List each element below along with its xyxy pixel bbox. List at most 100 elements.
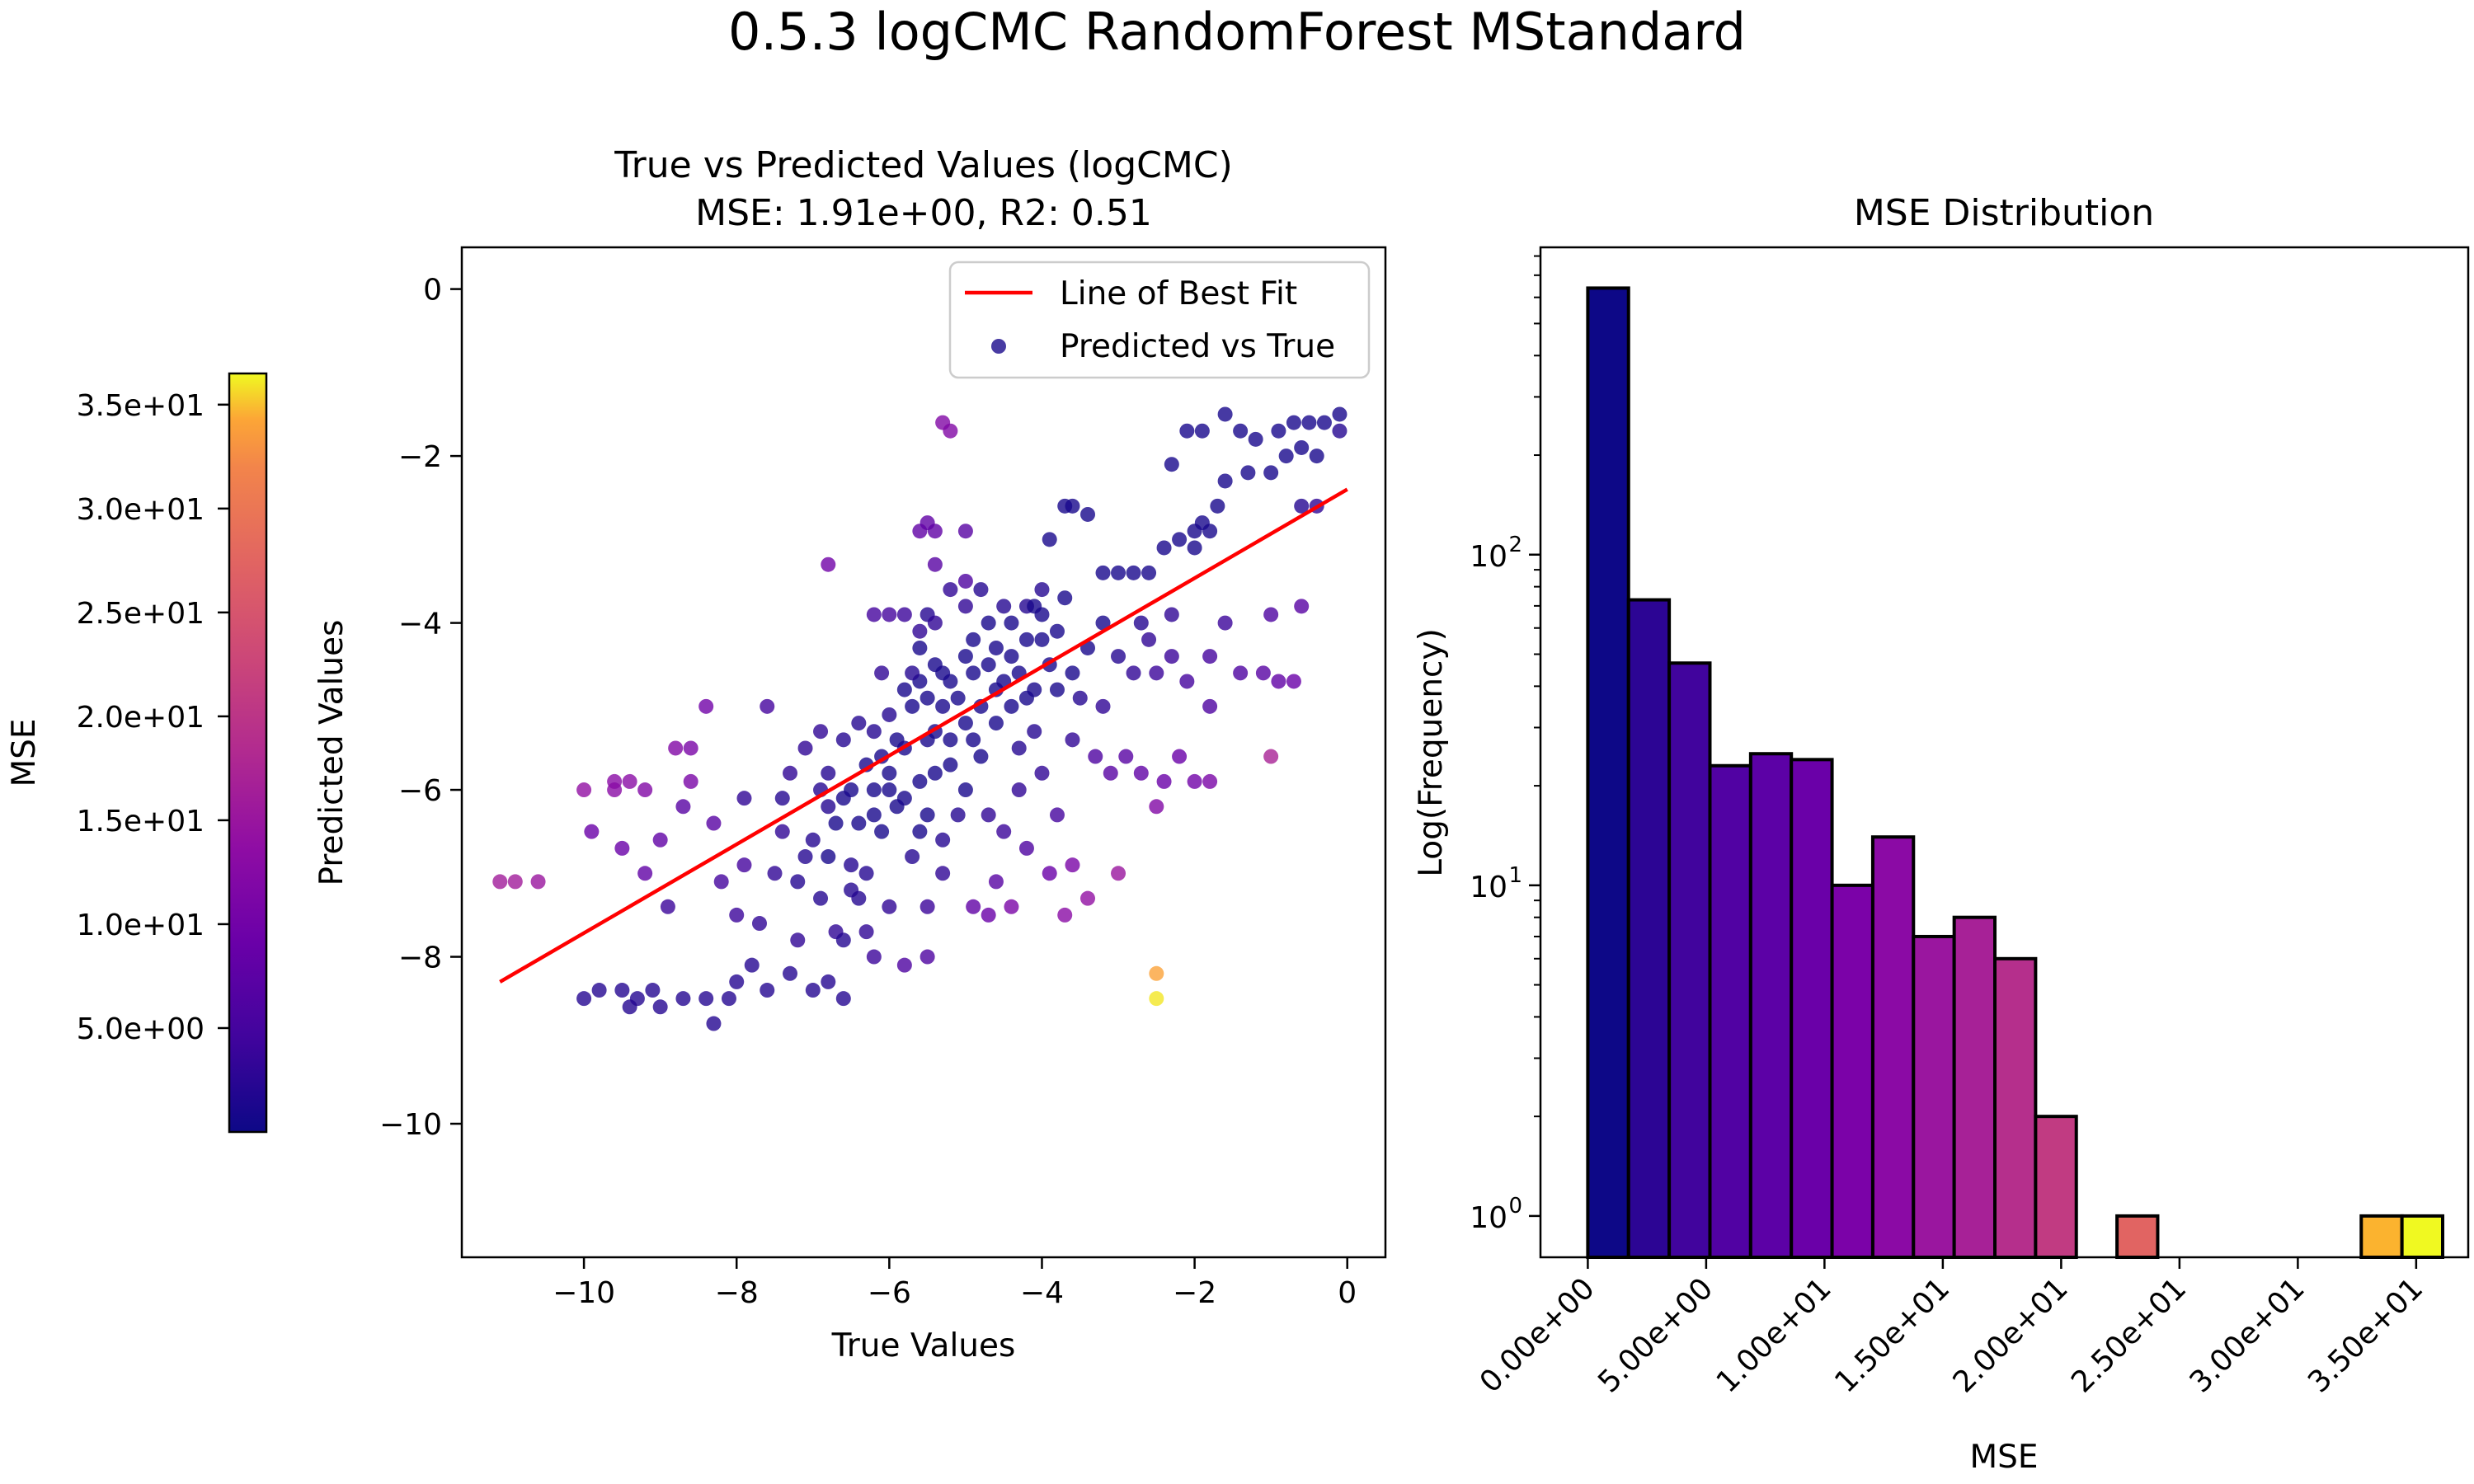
scatter-point — [1065, 665, 1080, 681]
scatter-point — [1187, 773, 1202, 789]
scatter-point — [675, 991, 691, 1007]
scatter-point — [1072, 690, 1088, 706]
scatter-point — [821, 765, 836, 781]
scatter-point — [920, 690, 935, 706]
scatter-point — [943, 757, 958, 773]
scatter-point — [866, 949, 882, 965]
scatter-point — [1263, 465, 1279, 481]
scatter-point — [882, 782, 897, 798]
scatter-point — [920, 949, 935, 965]
scatter-point — [1286, 674, 1301, 689]
colorbar-gradient — [228, 372, 268, 1134]
scatter-plot: True vs Predicted Values (logCMC) MSE: 1… — [313, 144, 1387, 1364]
scatter-point — [622, 999, 637, 1015]
scatter-point — [760, 983, 775, 998]
scatter-point — [935, 866, 951, 881]
histogram-bar — [1993, 956, 2038, 1259]
histogram-bar — [1586, 286, 1630, 1259]
scatter-point — [950, 690, 966, 706]
scatter-point — [1202, 698, 1218, 714]
scatter-point — [1278, 448, 1294, 464]
scatter-point — [905, 665, 920, 681]
scatter-point — [927, 524, 943, 539]
scatter-point — [835, 991, 851, 1007]
scatter-point — [912, 824, 928, 839]
scatter-point — [1194, 423, 1210, 439]
scatter-point — [1156, 773, 1172, 789]
scatter-point — [706, 815, 722, 831]
scatter-point — [1004, 649, 1019, 665]
scatter-point — [866, 607, 882, 622]
scatter-point — [652, 999, 668, 1015]
scatter-point — [866, 782, 882, 798]
scatter-point — [1294, 439, 1310, 455]
histogram-bar — [2400, 1214, 2445, 1259]
scatter-point — [1248, 431, 1263, 447]
scatter-point — [1049, 623, 1065, 639]
y-tick-label: −6 — [398, 774, 442, 808]
histogram-bar — [2034, 1115, 2078, 1260]
scatter-point — [797, 849, 813, 865]
scatter-point — [988, 874, 1004, 890]
scatter-point — [1065, 498, 1080, 514]
scatter-point — [1049, 807, 1065, 823]
scatter-point — [530, 874, 546, 890]
hist-x-tick-label: 3.00e+01 — [2184, 1271, 2312, 1399]
scatter-point — [835, 732, 851, 748]
scatter-point — [1034, 582, 1050, 598]
scatter-point — [668, 740, 684, 756]
histogram-ylabel: Log(Frequency) — [1413, 628, 1450, 877]
scatter-point — [813, 724, 829, 740]
scatter-point — [874, 665, 890, 681]
scatter-point — [943, 582, 958, 598]
scatter-point — [713, 874, 729, 890]
best-fit-line — [499, 487, 1348, 984]
scatter-point — [1164, 649, 1179, 665]
scatter-point — [935, 698, 951, 714]
scatter-point — [1011, 740, 1027, 756]
scatter-point — [1202, 524, 1218, 539]
scatter-point — [1217, 615, 1233, 631]
scatter-point — [821, 556, 836, 572]
scatter-point — [1004, 615, 1019, 631]
hist-y-tick-label: 10 — [1470, 871, 1507, 904]
hist-x-tick-label: 3.50e+01 — [2302, 1271, 2429, 1399]
scatter-point — [866, 807, 882, 823]
x-tick-label: −10 — [553, 1276, 615, 1310]
scatter-point — [783, 965, 798, 981]
scatter-point — [1027, 724, 1042, 740]
scatter-point — [920, 899, 935, 914]
scatter-point — [957, 524, 973, 539]
scatter-point — [1149, 991, 1164, 1007]
scatter-point — [1095, 698, 1111, 714]
scatter-point — [821, 799, 836, 815]
scatter-point — [1034, 632, 1050, 647]
scatter-point — [1149, 799, 1164, 815]
scatter-point — [1004, 698, 1019, 714]
scatter-point — [683, 740, 698, 756]
scatter-point — [1149, 665, 1164, 681]
hist-x-tick-label: 1.00e+01 — [1710, 1271, 1838, 1399]
scatter-point — [1233, 665, 1249, 681]
histogram-x-ticks: 0.00e+005.00e+001.00e+011.50e+012.00e+01… — [1474, 1257, 2429, 1399]
hist-y-tick-exponent: 0 — [1508, 1194, 1522, 1219]
scatter-point — [973, 582, 989, 598]
histogram-bar — [1870, 835, 1916, 1259]
hist-y-tick-label: 10 — [1470, 1201, 1507, 1235]
colorbar-tick-label: 1.5e+01 — [77, 805, 205, 838]
scatter-point — [614, 840, 630, 856]
scatter-subtitle: MSE: 1.91e+00, R2: 0.51 — [695, 192, 1152, 234]
scatter-point — [1164, 457, 1179, 472]
scatter-point — [507, 874, 523, 890]
scatter-point — [1187, 540, 1202, 556]
scatter-point — [988, 640, 1004, 655]
scatter-point — [1126, 665, 1141, 681]
scatter-point — [957, 573, 973, 589]
scatter-point — [729, 907, 745, 923]
scatter-point — [637, 866, 653, 881]
scatter-point — [1095, 565, 1111, 580]
colorbar-tick-label: 2.5e+01 — [77, 597, 205, 631]
scatter-point — [844, 857, 859, 873]
scatter-point — [874, 824, 890, 839]
histogram-title: MSE Distribution — [1854, 192, 2154, 234]
